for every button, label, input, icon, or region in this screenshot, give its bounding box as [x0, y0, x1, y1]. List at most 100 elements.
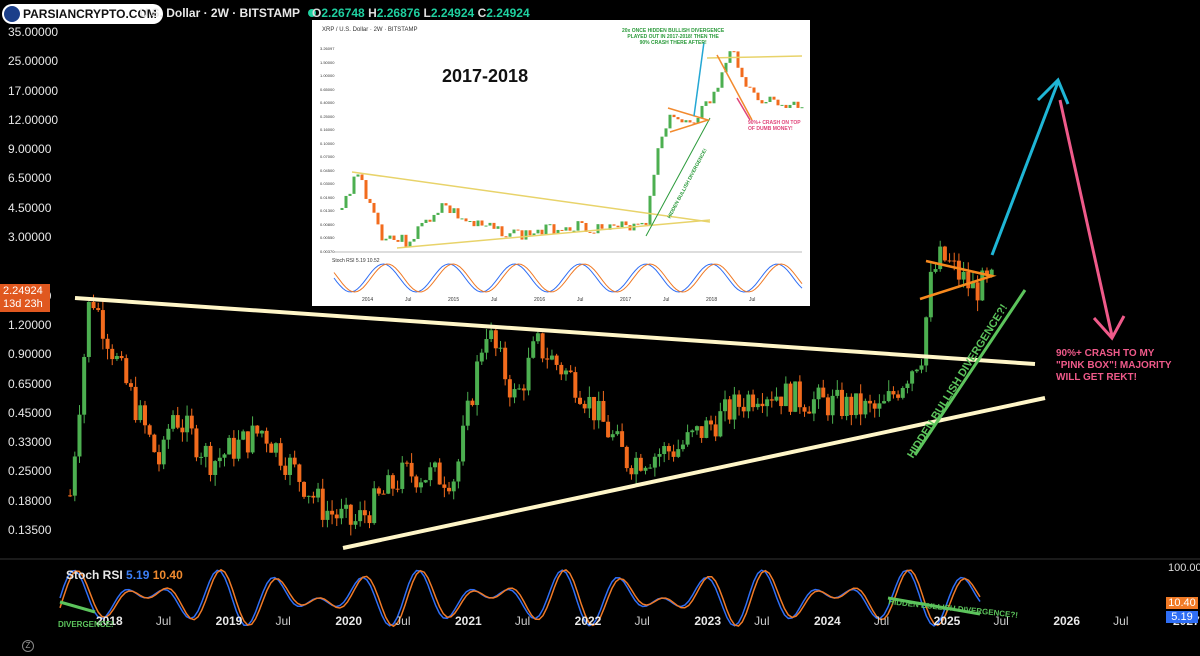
candle-body: [447, 487, 452, 492]
time-tick: 2020: [335, 614, 363, 628]
stoch-rsi-legend[interactable]: Stoch RSI 5.19 10.40: [66, 568, 183, 582]
inset-candle: [684, 120, 688, 123]
inset-candle: [432, 214, 436, 222]
candle-body: [554, 355, 559, 365]
rsi-d-badge: 10.40: [1166, 597, 1198, 609]
inset-candle: [564, 227, 568, 231]
candle-body: [362, 510, 367, 516]
drawing-annotations: [74, 77, 1126, 550]
inset-candle: [608, 224, 612, 230]
inset-candle: [376, 212, 380, 225]
inset-candle: [780, 104, 784, 106]
inset-candle: [452, 208, 456, 214]
inset-candle: [508, 233, 512, 237]
inset-candle: [412, 238, 416, 242]
candle-body: [938, 246, 943, 270]
inset-candle: [648, 195, 652, 225]
candle-body: [283, 465, 288, 475]
candle-body: [287, 457, 292, 475]
inset-candle: [416, 226, 420, 239]
candle-body: [91, 302, 96, 309]
inset-candle: [392, 235, 396, 240]
inset-candle: [708, 101, 712, 104]
inset-candle: [660, 136, 664, 149]
candle-body: [746, 394, 751, 412]
price-tick: 6.50000: [8, 171, 52, 186]
candle-body: [386, 475, 391, 494]
inset-plot: [333, 41, 804, 293]
inset-candle: [768, 96, 772, 102]
candle-body: [320, 488, 325, 520]
candle-body: [896, 394, 901, 398]
time-tick: Jul: [275, 614, 291, 628]
inset-candle: [424, 219, 428, 223]
candle-body: [793, 381, 798, 412]
candle-body: [568, 370, 573, 373]
candle-body: [461, 425, 466, 462]
candle-body: [316, 488, 321, 498]
candle-body: [86, 302, 91, 357]
candle-body: [900, 388, 905, 398]
inset-candle: [716, 87, 720, 92]
inset-candle: [600, 224, 604, 229]
inset-candle: [624, 221, 628, 226]
candle-body: [582, 403, 587, 409]
inset-candle: [428, 219, 432, 222]
inset-time-tick: Jul: [491, 297, 498, 303]
candle-body: [638, 457, 643, 471]
inset-candle: [748, 86, 752, 88]
candle-body: [96, 308, 101, 311]
candle-body: [147, 425, 152, 435]
candle-body: [325, 510, 330, 520]
price-tick: 0.65000: [8, 376, 52, 391]
inset-candle: [744, 77, 748, 87]
pink-arrowhead: [1092, 315, 1126, 341]
inset-candle: [476, 220, 480, 227]
inset-candle: [640, 222, 644, 225]
inset-candle: [472, 221, 476, 227]
candle-body: [68, 495, 73, 497]
candle-body: [657, 454, 662, 457]
inset-time-tick: Jul: [663, 297, 670, 303]
candle-body: [428, 467, 433, 481]
inset-candle: [408, 241, 412, 247]
price-tick: 0.25000: [8, 464, 52, 479]
inset-candle: [536, 229, 540, 234]
candle-body: [821, 387, 826, 398]
inset-crash-line: [716, 54, 753, 121]
inset-period-label: 2017-2018: [442, 66, 529, 86]
candle-body: [910, 371, 915, 384]
cyan-arrow: [990, 81, 1060, 256]
inset-candle: [596, 224, 600, 234]
candlestick-series: [68, 240, 994, 536]
candle-body: [245, 431, 250, 453]
timezone-icon[interactable]: Z: [22, 640, 34, 652]
candle-body: [353, 521, 358, 525]
inset-candle: [724, 62, 728, 73]
inset-candle: [664, 128, 668, 137]
candle-body: [849, 396, 854, 416]
inset-candle: [356, 174, 360, 177]
candle-body: [236, 439, 241, 459]
candle-body: [783, 383, 788, 407]
candle-body: [914, 369, 919, 372]
price-tick: 17.00000: [8, 83, 59, 98]
candle-body: [404, 462, 409, 464]
candle-body: [344, 504, 349, 509]
inset-candle: [800, 107, 804, 109]
candle-body: [278, 443, 283, 466]
candle-body: [966, 271, 971, 289]
time-tick: 2023: [694, 614, 722, 628]
inset-candle: [620, 221, 624, 228]
symbol-legend[interactable]: XRP / U.S. Dollar · 2W · BITSTAMP: [138, 6, 300, 20]
candle-body: [418, 482, 423, 488]
inset-candle: [616, 225, 620, 228]
candle-body: [975, 282, 980, 301]
candle-body: [563, 370, 568, 375]
cyan-arrowhead: [1036, 77, 1070, 105]
inset-candle: [480, 220, 484, 226]
inset-time-tick: Jul: [405, 297, 412, 303]
inset-candle: [736, 51, 740, 68]
